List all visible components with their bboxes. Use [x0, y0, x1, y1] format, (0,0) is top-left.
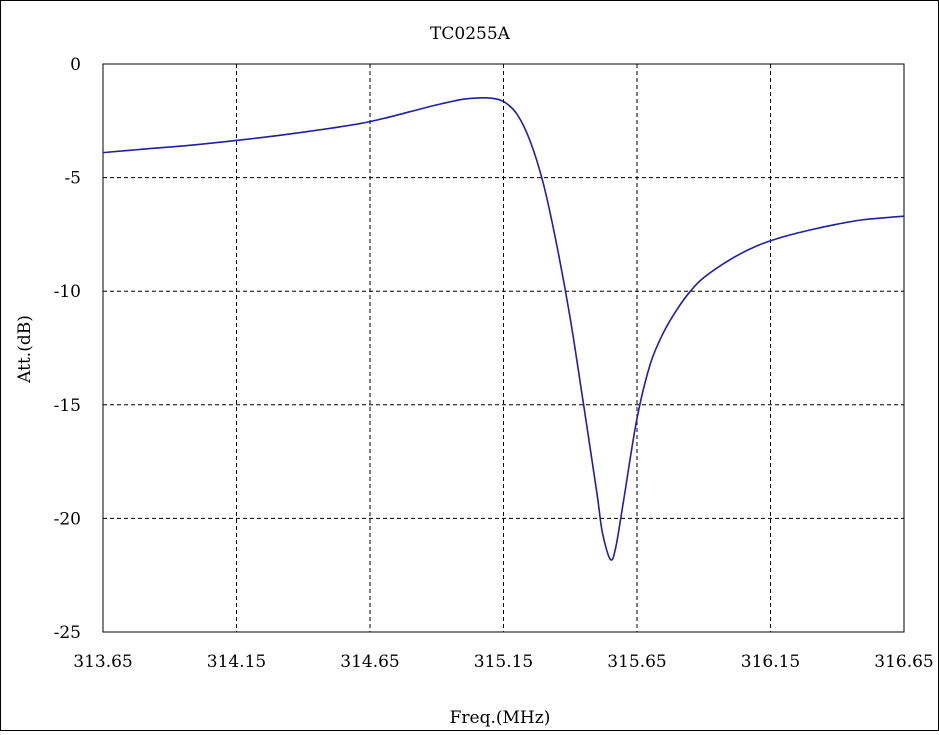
x-tick-label: 316.65 — [874, 652, 933, 672]
y-tick-labels: 0 -5 -10 -15 -20 -25 — [54, 55, 81, 643]
y-tick-label: -10 — [54, 282, 81, 302]
y-axis-label: Att.(dB) — [15, 315, 35, 384]
x-tick-label: 314.65 — [340, 652, 399, 672]
y-tick-label: -25 — [54, 623, 81, 643]
y-tick-label: -5 — [64, 169, 81, 189]
x-tick-label: 314.15 — [207, 652, 266, 672]
y-tick-label: -20 — [54, 509, 81, 529]
y-tick-label: 0 — [70, 55, 81, 75]
series-group — [102, 96, 905, 561]
x-tick-labels: 313.65 314.15 314.65 315.15 315.65 316.15 316.… — [73, 652, 933, 672]
x-axis-label: Freq.(MHz) — [450, 708, 551, 728]
plot-area — [102, 63, 905, 633]
chart-title: TC0255A — [430, 24, 511, 44]
x-tick-label: 313.65 — [73, 652, 132, 672]
y-tick-label: -15 — [54, 396, 81, 416]
x-tick-label: 315.65 — [607, 652, 666, 672]
series-line — [102, 96, 905, 561]
grid — [103, 64, 904, 632]
x-tick-label: 315.15 — [474, 652, 533, 672]
x-tick-label: 316.15 — [741, 652, 800, 672]
